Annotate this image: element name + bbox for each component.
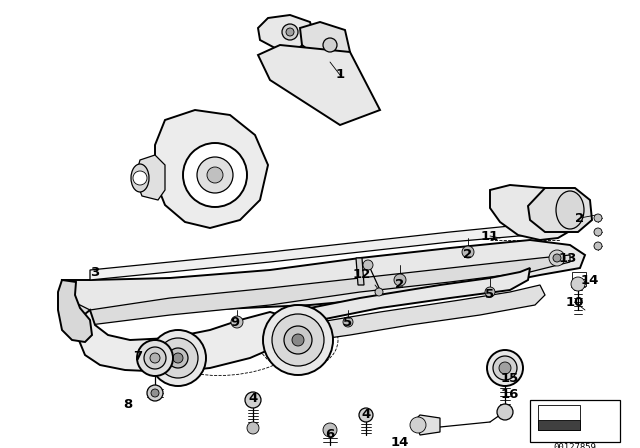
Circle shape xyxy=(150,330,206,386)
Circle shape xyxy=(363,260,373,270)
Polygon shape xyxy=(258,15,315,48)
Text: 6: 6 xyxy=(325,428,335,441)
Circle shape xyxy=(485,287,495,297)
Circle shape xyxy=(168,348,188,368)
Text: 10: 10 xyxy=(566,296,584,309)
Circle shape xyxy=(499,362,511,374)
Circle shape xyxy=(286,28,294,36)
Circle shape xyxy=(158,338,198,378)
Circle shape xyxy=(359,408,373,422)
Text: 3: 3 xyxy=(90,266,100,279)
Polygon shape xyxy=(135,155,165,200)
Text: 4: 4 xyxy=(248,392,258,405)
Polygon shape xyxy=(538,420,580,430)
Text: 1: 1 xyxy=(335,69,344,82)
Text: 8: 8 xyxy=(124,399,132,412)
Polygon shape xyxy=(300,22,350,62)
Circle shape xyxy=(571,277,585,291)
Circle shape xyxy=(151,389,159,397)
Text: 2: 2 xyxy=(575,211,584,224)
Circle shape xyxy=(150,353,160,363)
Circle shape xyxy=(147,385,163,401)
Bar xyxy=(530,400,620,442)
Circle shape xyxy=(247,422,259,434)
Circle shape xyxy=(323,38,337,52)
Text: 4: 4 xyxy=(362,409,371,422)
Ellipse shape xyxy=(131,164,149,192)
Text: 11: 11 xyxy=(481,229,499,242)
Text: 00127859: 00127859 xyxy=(554,443,596,448)
Polygon shape xyxy=(490,185,580,240)
Circle shape xyxy=(493,356,517,380)
Circle shape xyxy=(272,314,324,366)
Text: 16: 16 xyxy=(501,388,519,401)
Text: 2: 2 xyxy=(463,249,472,262)
Polygon shape xyxy=(58,280,92,342)
Text: 14: 14 xyxy=(391,435,409,448)
Polygon shape xyxy=(300,285,545,340)
Ellipse shape xyxy=(556,191,584,229)
Circle shape xyxy=(137,340,173,376)
Text: 2: 2 xyxy=(396,279,404,292)
Polygon shape xyxy=(185,130,198,220)
Polygon shape xyxy=(528,188,592,232)
Circle shape xyxy=(323,423,337,437)
Circle shape xyxy=(594,228,602,236)
Circle shape xyxy=(497,404,513,420)
Text: 14: 14 xyxy=(581,273,599,287)
Circle shape xyxy=(394,274,406,286)
Polygon shape xyxy=(258,45,380,125)
Bar xyxy=(572,272,586,286)
Text: 5: 5 xyxy=(485,289,495,302)
Text: 15: 15 xyxy=(501,371,519,384)
Circle shape xyxy=(343,317,353,327)
Circle shape xyxy=(133,171,147,185)
Circle shape xyxy=(197,157,233,193)
Circle shape xyxy=(173,353,183,363)
Polygon shape xyxy=(62,240,585,320)
Circle shape xyxy=(183,143,247,207)
Polygon shape xyxy=(356,258,364,285)
Polygon shape xyxy=(62,255,570,325)
Circle shape xyxy=(263,305,333,375)
Circle shape xyxy=(245,392,261,408)
Polygon shape xyxy=(155,110,268,228)
Circle shape xyxy=(144,347,166,369)
Circle shape xyxy=(462,246,474,258)
Circle shape xyxy=(487,350,523,386)
Circle shape xyxy=(549,250,565,266)
Polygon shape xyxy=(415,415,440,435)
Circle shape xyxy=(594,242,602,250)
Polygon shape xyxy=(90,218,568,280)
Circle shape xyxy=(207,167,223,183)
Circle shape xyxy=(292,334,304,346)
Circle shape xyxy=(282,24,298,40)
Polygon shape xyxy=(538,405,580,430)
Circle shape xyxy=(231,316,243,328)
Text: 5: 5 xyxy=(344,316,353,329)
Circle shape xyxy=(410,417,426,433)
Circle shape xyxy=(375,288,383,296)
Polygon shape xyxy=(78,310,300,372)
Text: 7: 7 xyxy=(133,350,143,363)
Circle shape xyxy=(284,326,312,354)
Circle shape xyxy=(594,214,602,222)
Text: 12: 12 xyxy=(353,268,371,281)
Text: 9: 9 xyxy=(230,316,239,329)
Polygon shape xyxy=(300,268,530,320)
Text: 13: 13 xyxy=(559,251,577,264)
Circle shape xyxy=(553,254,561,262)
